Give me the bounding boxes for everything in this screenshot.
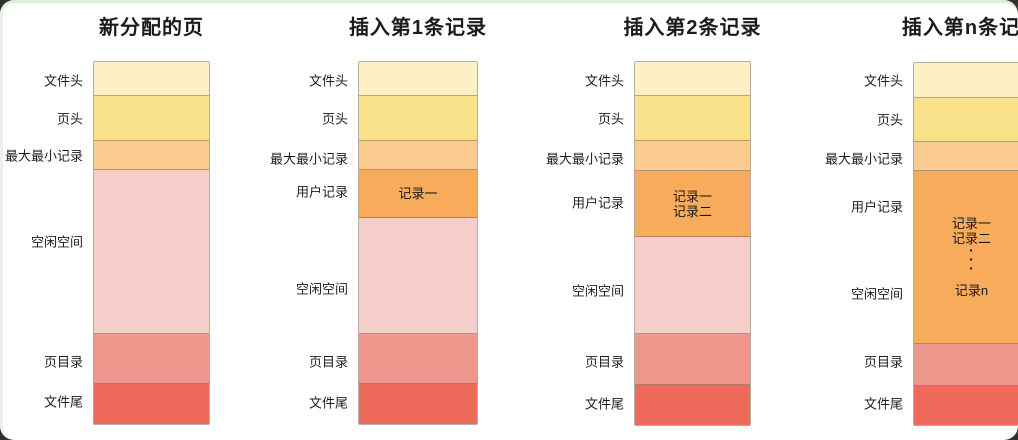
record-entry: 记录n [954, 283, 989, 298]
label-page-header: 页头 [56, 111, 83, 127]
label-min-max-records: 最大最小记录 [4, 148, 83, 164]
panel-new-page: 新分配的页 文件头 页头 最大最小记录 空闲空间 页目录 文件尾 [5, 0, 210, 440]
page-header-block [359, 96, 477, 141]
page-header-block [914, 98, 1018, 142]
panel-title: 插入第2条记录 [623, 17, 762, 39]
panel-insert-record-n: 插入第n条记录 文件头 页头 最大最小记录 用户记录 空闲空间 页目录 文件尾 … [825, 0, 1018, 440]
record-entry: 记录二 [672, 203, 712, 219]
label-page-header: 页头 [597, 111, 624, 127]
label-page-directory: 页目录 [308, 354, 348, 370]
label-min-max-records: 最大最小记录 [824, 151, 903, 167]
record-entry: 记录一 [672, 188, 712, 204]
label-user-records: 用户记录 [850, 199, 903, 215]
panel-title: 插入第1条记录 [348, 17, 488, 39]
label-page-directory: 页目录 [584, 354, 624, 370]
min-max-records-block [359, 141, 477, 170]
user-records-block: 记录一 记录二 [635, 171, 750, 237]
ellipsis-dot: · [969, 260, 974, 276]
min-max-records-block [94, 141, 209, 170]
label-free-space: 空闲空间 [850, 286, 903, 302]
record-entry: 记录一 [398, 186, 438, 201]
ellipsis-dot: · [969, 242, 974, 258]
label-page-header: 页头 [876, 112, 903, 128]
label-page-header: 页头 [321, 111, 348, 127]
label-free-space: 空闲空间 [571, 283, 624, 299]
user-records-block: 记录一 记录二 · · · 记录n [914, 171, 1018, 344]
panel-title: 新分配的页 [99, 17, 204, 39]
record-entry: 记录一 [951, 216, 991, 231]
min-max-records-block [914, 142, 1018, 171]
file-trailer-block [635, 385, 750, 425]
ellipsis-dot: · [969, 251, 974, 267]
label-file-header: 文件头 [584, 73, 624, 89]
label-page-directory: 页目录 [863, 354, 903, 370]
panel-title: 插入第n条记录 [901, 17, 1018, 39]
page-header-block [635, 96, 750, 141]
page-directory-block [359, 334, 477, 384]
page-header-block [94, 96, 209, 141]
label-user-records: 用户记录 [571, 195, 624, 211]
label-min-max-records: 最大最小记录 [269, 151, 348, 167]
page-structure-box: 记录一 记录二 [634, 61, 751, 426]
file-header-block [635, 62, 750, 96]
label-file-trailer: 文件尾 [308, 395, 348, 411]
label-min-max-records: 最大最小记录 [545, 151, 624, 167]
label-file-header: 文件头 [863, 73, 903, 89]
file-trailer-block [914, 386, 1018, 425]
file-header-block [94, 62, 209, 96]
panel-insert-record-1: 插入第1条记录 文件头 页头 最大最小记录 用户记录 空闲空间 页目录 文件尾 … [270, 0, 486, 440]
label-user-records: 用户记录 [295, 184, 348, 200]
page-directory-block [635, 334, 750, 385]
panel-insert-record-2: 插入第2条记录 文件头 页头 最大最小记录 用户记录 空闲空间 页目录 文件尾 … [546, 0, 761, 440]
user-records-block: 记录一 [359, 170, 477, 218]
label-free-space: 空闲空间 [295, 281, 348, 297]
label-file-trailer: 文件尾 [863, 396, 903, 412]
page-structure-box [93, 61, 210, 425]
label-file-trailer: 文件尾 [43, 394, 83, 410]
free-space-block [635, 237, 750, 334]
free-space-block [359, 218, 477, 334]
page-structure-box: 记录一 [358, 61, 478, 425]
file-header-block [359, 62, 477, 96]
file-trailer-block [94, 384, 209, 424]
page-directory-block [94, 334, 209, 384]
label-file-header: 文件头 [308, 73, 348, 89]
label-free-space: 空闲空间 [30, 234, 83, 250]
page-directory-block [914, 344, 1018, 386]
page-structure-box: 记录一 记录二 · · · 记录n [913, 62, 1018, 426]
file-trailer-block [359, 384, 477, 424]
min-max-records-block [635, 141, 750, 171]
file-header-block [914, 63, 1018, 98]
record-entry: 记录二 [951, 231, 991, 246]
label-page-directory: 页目录 [43, 354, 83, 370]
free-space-block [94, 170, 209, 334]
label-file-trailer: 文件尾 [584, 396, 624, 412]
label-file-header: 文件头 [43, 73, 83, 89]
